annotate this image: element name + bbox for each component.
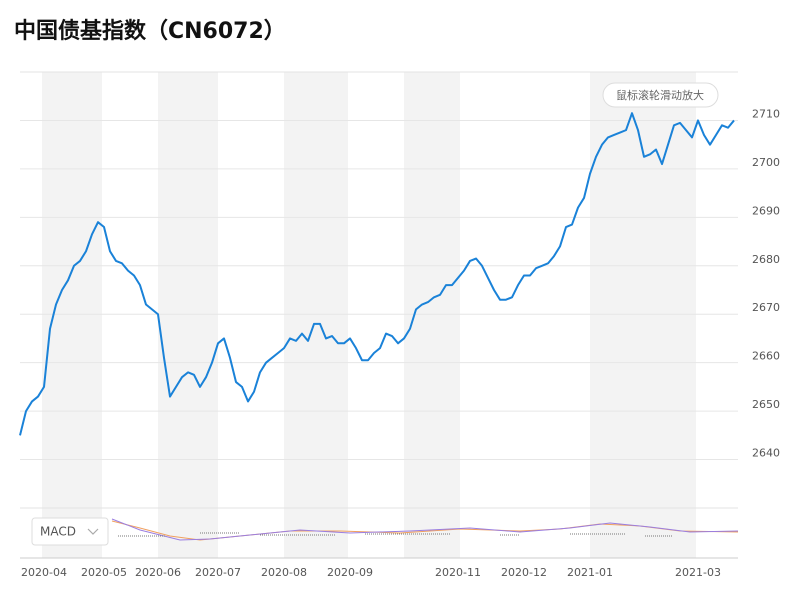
x-tick-label: 2020-06 xyxy=(135,566,181,579)
band xyxy=(158,72,218,558)
signal-line xyxy=(111,518,739,541)
y-tick-label: 2640 xyxy=(752,447,780,460)
x-tick-label: 2020-07 xyxy=(195,566,241,579)
macd-histogram xyxy=(118,532,672,537)
x-tick-label: 2020-12 xyxy=(501,566,547,579)
indicator-select[interactable] xyxy=(31,517,109,546)
zoom-hint: 鼠标滚轮滑动放大 xyxy=(602,82,719,108)
x-tick-label: 2020-05 xyxy=(81,566,127,579)
band xyxy=(590,72,696,558)
x-tick-label: 2020-04 xyxy=(21,566,67,579)
y-tick-label: 2710 xyxy=(752,107,780,120)
y-tick-label: 2700 xyxy=(752,156,780,169)
band xyxy=(404,72,460,558)
indicator-label: MACD xyxy=(40,525,76,539)
y-tick-label: 2670 xyxy=(752,301,780,314)
x-tick-label: 2021-03 xyxy=(675,566,721,579)
y-tick-label: 2660 xyxy=(752,350,780,363)
x-tick-label: 2020-11 xyxy=(435,566,481,579)
zoom-hint-box xyxy=(602,82,719,108)
band xyxy=(284,72,348,558)
y-tick-label: 2690 xyxy=(752,204,780,217)
chart-title: 中国债基指数（CN6072） xyxy=(14,18,286,44)
band xyxy=(42,72,102,558)
macd-line xyxy=(111,520,739,541)
chevron xyxy=(87,528,99,535)
macd-panel: MACD xyxy=(31,517,739,546)
month-bands xyxy=(42,72,696,558)
price-line xyxy=(19,112,735,436)
zoom-hint-text: 鼠标滚轮滑动放大 xyxy=(616,88,704,102)
y-tick-label: 2680 xyxy=(752,253,780,266)
y-tick-label: 2650 xyxy=(752,398,780,411)
x-tick-label: 2021-01 xyxy=(567,566,613,579)
x-tick-label: 2020-08 xyxy=(261,566,307,579)
x-tick-label: 2020-09 xyxy=(327,566,373,579)
